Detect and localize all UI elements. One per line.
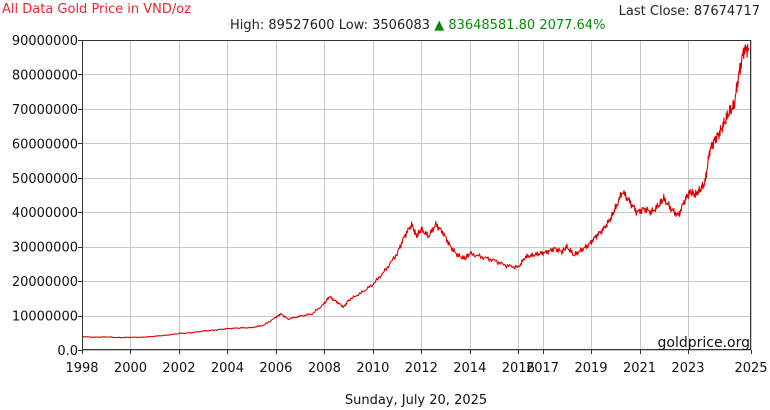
- x-tick-label: 1998: [65, 361, 98, 376]
- price-stats: High: 89527600 Low: 3506083 ▲ 83648581.8…: [230, 18, 605, 33]
- change-percent: 2077.64%: [539, 18, 606, 33]
- y-tick-label: 60000000: [12, 137, 78, 152]
- axes: [78, 40, 752, 354]
- x-tick-label: 2006: [259, 361, 292, 376]
- y-tick-label: 90000000: [12, 34, 78, 49]
- x-tick-label: 2004: [211, 361, 244, 376]
- plot-background: [82, 40, 751, 350]
- last-close-label: Last Close:: [618, 4, 690, 19]
- y-tick-label: 20000000: [12, 275, 78, 290]
- x-tick-label: 2012: [405, 361, 438, 376]
- series-layer: [81, 43, 750, 339]
- x-tick-label: 2023: [671, 361, 704, 376]
- y-tick-label: 80000000: [12, 68, 78, 83]
- change-value: 83648581.80: [448, 18, 536, 33]
- x-tick-label: 2025: [734, 361, 767, 376]
- high-label: High:: [230, 18, 265, 33]
- high-value: 89527600: [268, 18, 335, 33]
- last-close: Last Close: 87674717: [619, 4, 760, 19]
- y-tick-label: 70000000: [12, 103, 78, 118]
- y-tick-label: 0.0: [57, 344, 78, 359]
- chart-date: Sunday, July 20, 2025: [345, 393, 487, 408]
- chart-title: All Data Gold Price in VND/oz: [2, 2, 192, 17]
- x-tick-label: 2016: [502, 361, 535, 376]
- x-tick-label: 2000: [114, 361, 147, 376]
- y-tick-label: 10000000: [12, 310, 78, 325]
- x-tick-label: 2019: [574, 361, 607, 376]
- x-tick-label: 2010: [356, 361, 389, 376]
- x-tick-label: 2021: [623, 361, 656, 376]
- x-tick-label: 2002: [162, 361, 195, 376]
- y-tick-label: 50000000: [12, 172, 78, 187]
- plot-border: [82, 40, 751, 350]
- tick-labels: 0.0 10000000 20000000 30000000 40000000 50000…: [12, 34, 768, 376]
- y-tick-label: 40000000: [12, 206, 78, 221]
- x-tick-label: 2008: [308, 361, 341, 376]
- low-value: 3506083: [372, 18, 431, 33]
- low-label: Low:: [338, 18, 368, 33]
- watermark: goldprice.org: [658, 335, 750, 351]
- last-close-value: 87674717: [693, 4, 760, 19]
- up-arrow-icon: ▲: [434, 18, 445, 33]
- y-tick-label: 30000000: [12, 241, 78, 256]
- x-tick-label: 2017: [526, 361, 559, 376]
- price-line: [81, 43, 750, 339]
- x-tick-label: 2014: [453, 361, 486, 376]
